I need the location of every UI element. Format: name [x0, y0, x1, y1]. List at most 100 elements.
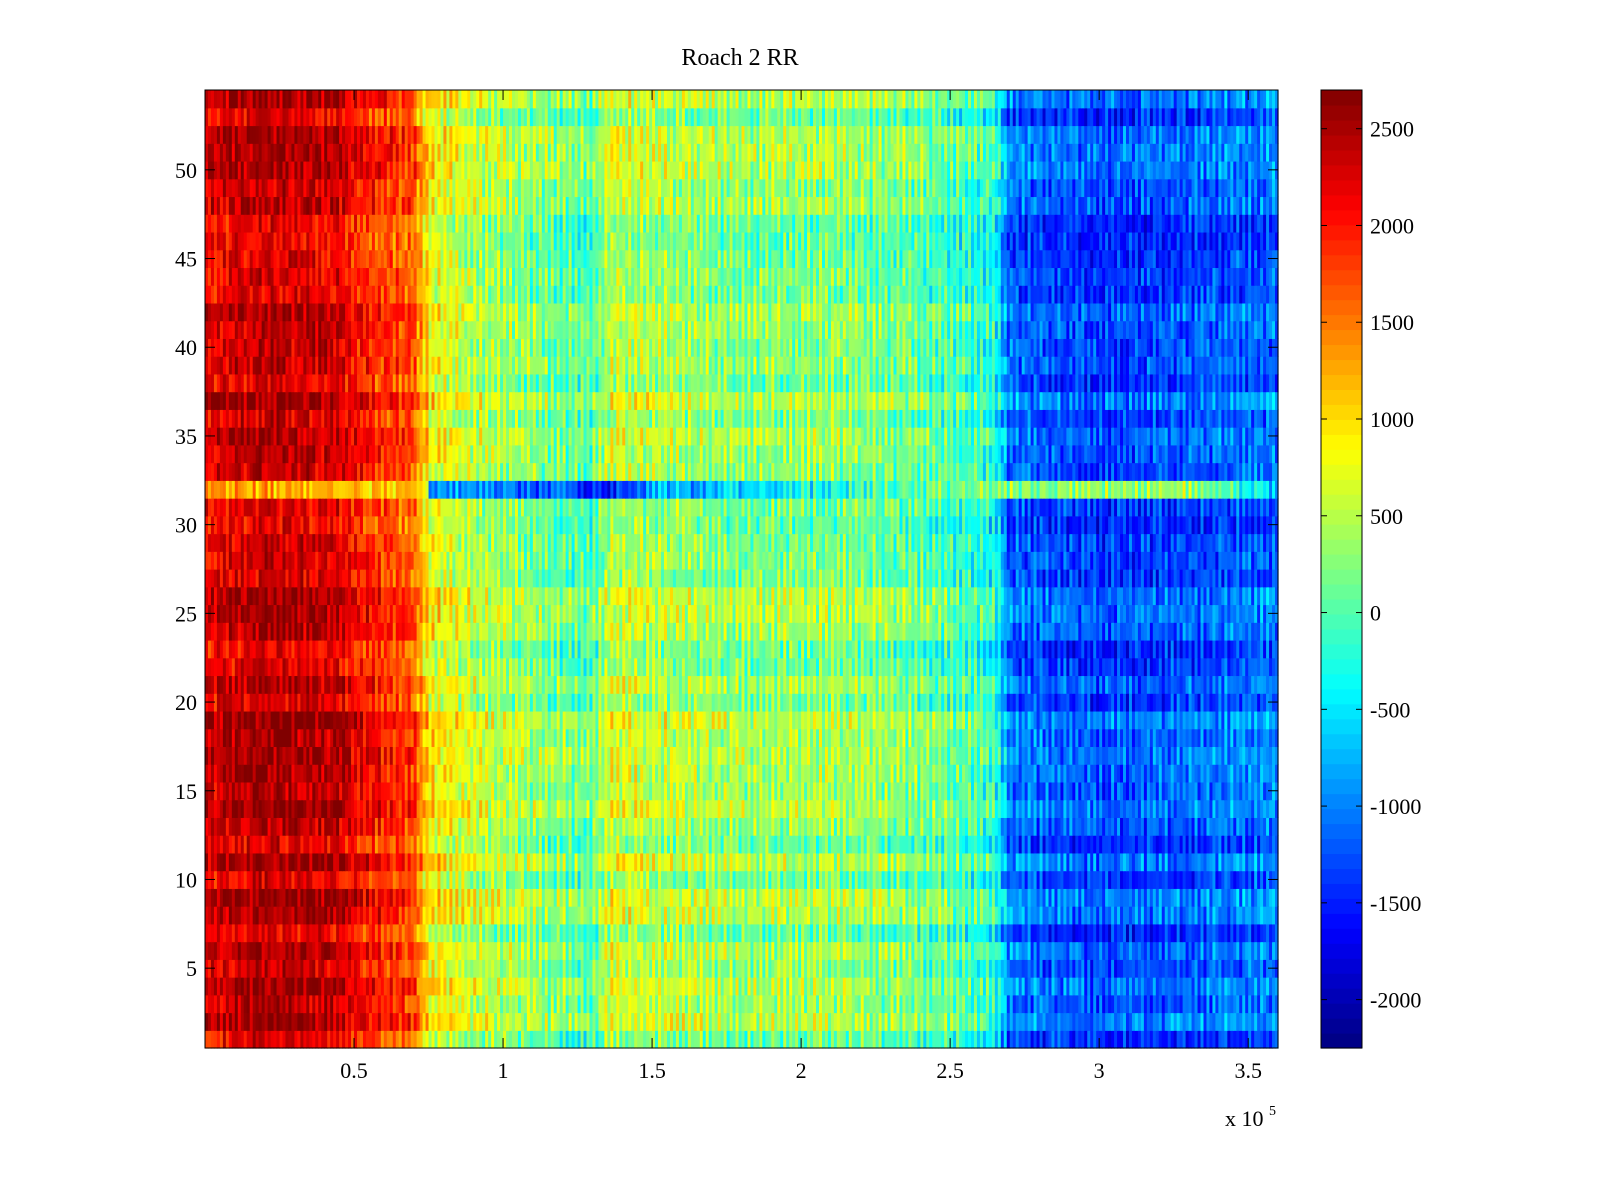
heatmap-cell	[458, 959, 462, 978]
heatmap-cell	[485, 959, 489, 978]
heatmap-cell	[774, 1030, 778, 1049]
heatmap-cell	[488, 977, 492, 996]
heatmap-cell	[458, 994, 462, 1014]
heatmap-cell	[529, 941, 534, 960]
heatmap-cell	[529, 994, 534, 1014]
heatmap-cell	[1218, 994, 1222, 1014]
heatmap-cell	[666, 994, 671, 1014]
heatmap-cell	[1221, 994, 1225, 1014]
heatmap-cell	[1200, 959, 1205, 978]
heatmap-cell	[392, 941, 397, 960]
heatmap-cell	[678, 1030, 683, 1049]
heatmap-cell	[1251, 959, 1255, 978]
heatmap-cell	[252, 923, 257, 943]
heatmap-cell	[693, 977, 698, 996]
heatmap-cell	[541, 941, 546, 960]
heatmap-cell	[544, 959, 549, 978]
heatmap-cell	[968, 977, 972, 996]
heatmap-cell	[658, 959, 662, 978]
heatmap-cell	[893, 941, 898, 960]
heatmap-cell	[258, 977, 263, 996]
heatmap-cell	[968, 994, 972, 1014]
heatmap-cell	[1239, 941, 1243, 960]
heatmap-cell	[696, 941, 701, 960]
heatmap-cell	[491, 959, 495, 978]
heatmap-cell	[306, 959, 310, 978]
heatmap-cell	[810, 1030, 814, 1049]
heatmap-cell	[249, 1030, 254, 1049]
heatmap-cell	[1185, 1030, 1190, 1049]
heatmap-cell	[675, 994, 680, 1014]
heatmap-cell	[1209, 941, 1214, 960]
heatmap-cell	[655, 959, 659, 978]
heatmap-cell	[1051, 994, 1056, 1014]
heatmap-cell	[309, 941, 313, 960]
heatmap-cell	[1197, 994, 1202, 1014]
heatmap-cell	[1176, 959, 1181, 978]
heatmap-cell	[696, 994, 701, 1014]
heatmap-cell	[1060, 977, 1064, 996]
heatmap-cell	[488, 994, 492, 1014]
heatmap-cell	[514, 994, 519, 1014]
heatmap-cell	[1149, 941, 1154, 960]
heatmap-cell	[1072, 977, 1076, 996]
heatmap-cell	[1206, 1012, 1211, 1031]
heatmap-cell	[875, 959, 880, 978]
heatmap-cell	[476, 941, 480, 960]
heatmap-cell	[550, 994, 555, 1014]
heatmap-cell	[309, 959, 313, 978]
heatmap-cell	[562, 977, 567, 996]
heatmap-cell	[240, 1012, 245, 1031]
heatmap-cell	[252, 977, 257, 996]
heatmap-cell	[893, 1030, 898, 1049]
heatmap-cell	[416, 994, 421, 1014]
heatmap-cell	[851, 959, 856, 978]
heatmap-cell	[431, 1012, 436, 1031]
heatmap-cell	[1245, 1012, 1249, 1031]
heatmap-cell	[276, 977, 281, 996]
heatmap-cell	[747, 977, 752, 996]
heatmap-cell	[1164, 959, 1169, 978]
heatmap-cell	[801, 959, 805, 978]
heatmap-cell	[273, 994, 278, 1014]
heatmap-cell	[723, 1030, 728, 1049]
heatmap-cell	[1069, 994, 1073, 1014]
heatmap-cell	[1275, 1012, 1279, 1031]
heatmap-cell	[377, 923, 382, 943]
heatmap-cell	[923, 1030, 927, 1049]
heatmap-cell	[210, 923, 215, 943]
heatmap-cell	[1164, 994, 1169, 1014]
heatmap-cell	[1140, 977, 1145, 996]
heatmap-cell	[1072, 959, 1076, 978]
heatmap-cell	[905, 994, 910, 1014]
heatmap-cell	[649, 959, 653, 978]
heatmap-cell	[1131, 941, 1136, 960]
heatmap-cell	[282, 923, 287, 943]
heatmap-cell	[509, 994, 513, 1014]
heatmap-cell	[458, 1012, 462, 1031]
heatmap-cell	[565, 941, 570, 960]
heatmap-cell	[914, 977, 918, 996]
heatmap-cell	[923, 994, 927, 1014]
heatmap-cell	[455, 994, 459, 1014]
heatmap-cell	[336, 959, 340, 978]
heatmap-cell	[684, 977, 689, 996]
heatmap-cell	[461, 941, 465, 960]
heatmap-cell	[255, 941, 260, 960]
heatmap-cell	[210, 994, 215, 1014]
heatmap-cell	[404, 1012, 409, 1031]
heatmap-cell	[938, 941, 942, 960]
heatmap-cell	[276, 959, 281, 978]
heatmap-cell	[1197, 1012, 1202, 1031]
heatmap-cell	[1158, 959, 1163, 978]
heatmap-cell	[965, 1030, 969, 1049]
heatmap-cell	[207, 941, 212, 960]
heatmap-cell	[807, 941, 811, 960]
heatmap-cell	[1072, 1012, 1076, 1031]
heatmap-cell	[392, 1012, 397, 1031]
heatmap-cell	[658, 941, 662, 960]
heatmap-cell	[1200, 977, 1205, 996]
heatmap-cell	[664, 1012, 668, 1031]
heatmap-cell	[333, 941, 337, 960]
heatmap-cell	[1236, 941, 1240, 960]
